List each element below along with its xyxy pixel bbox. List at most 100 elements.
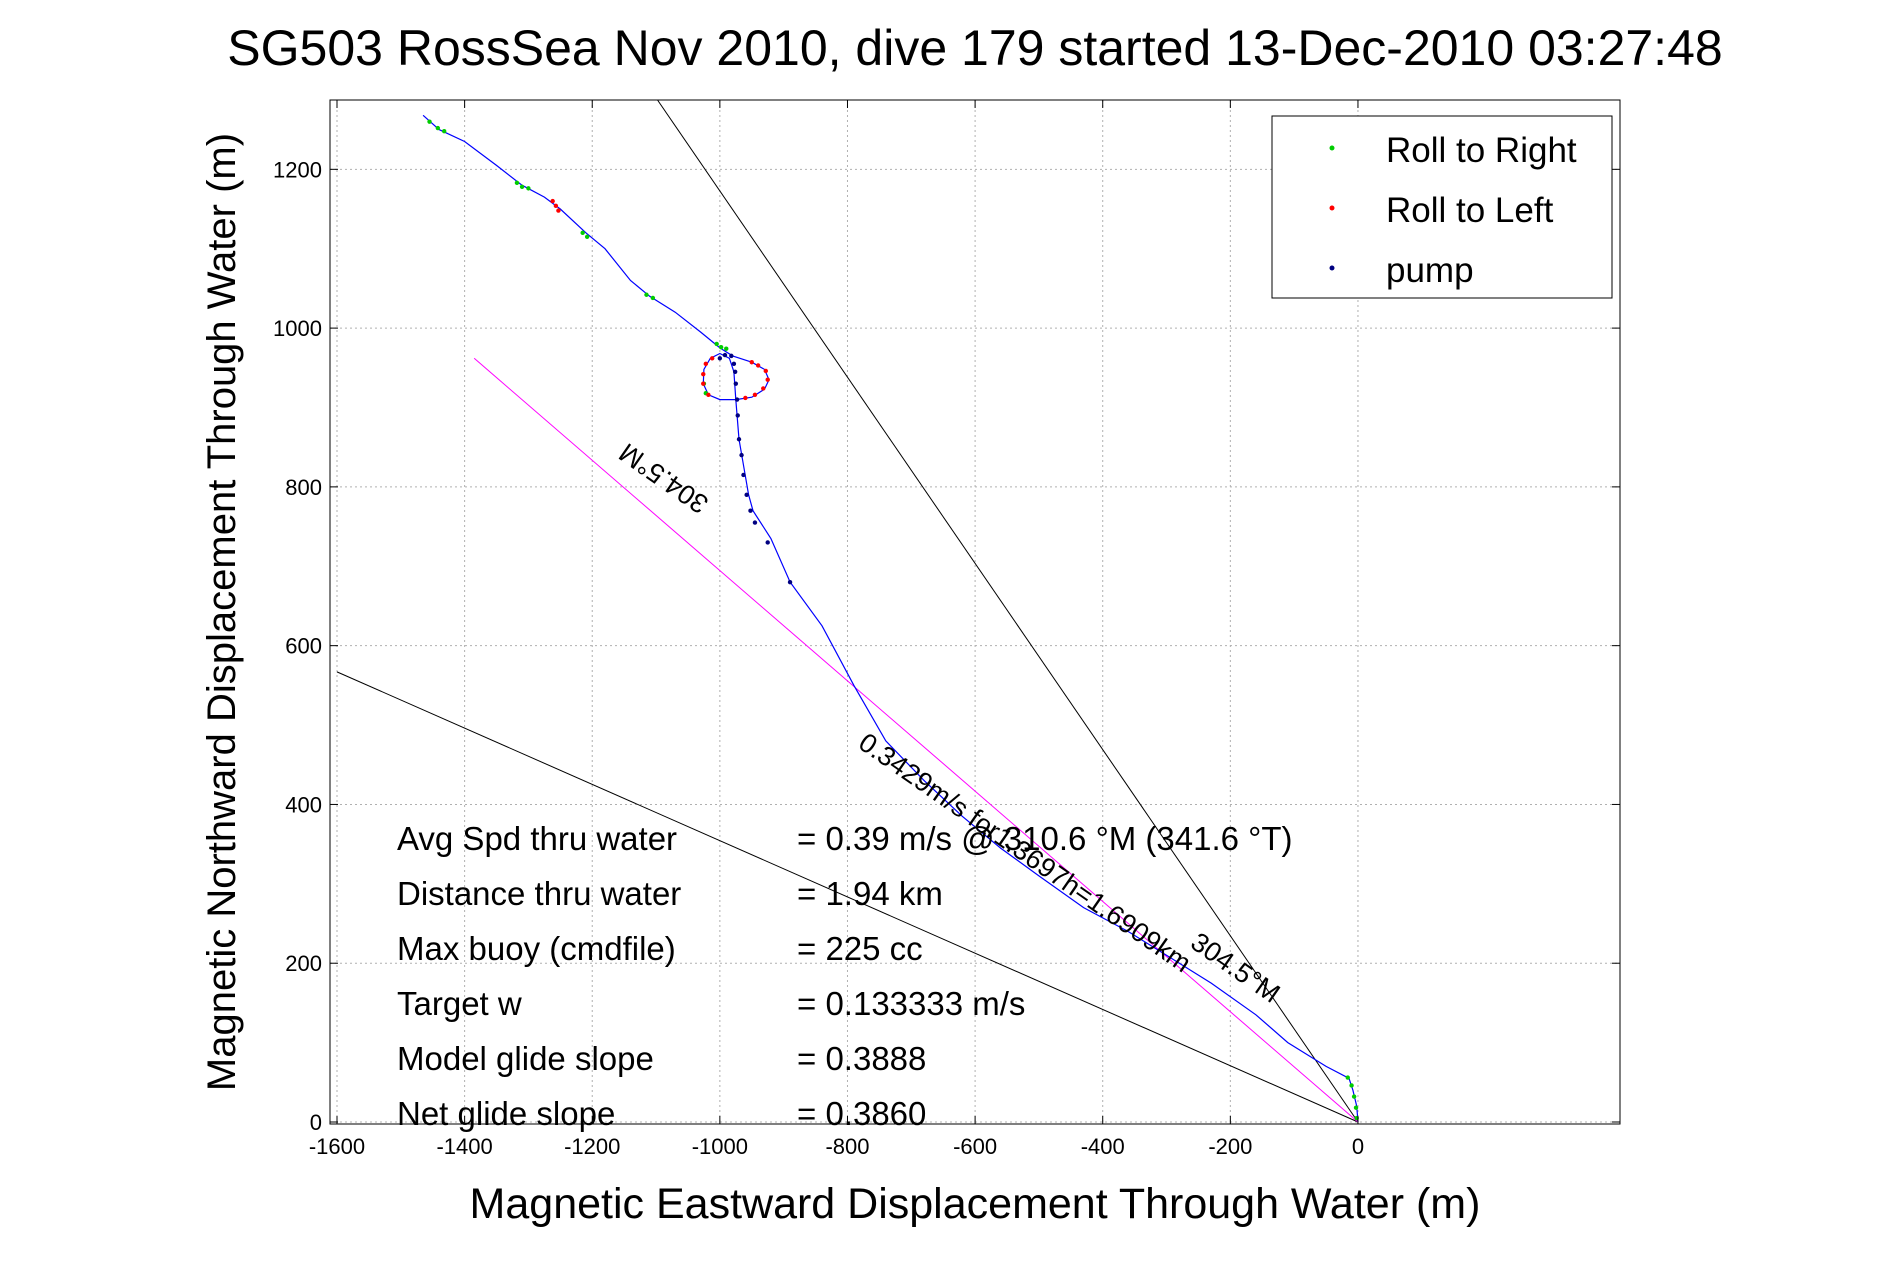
legend-marker: [1329, 205, 1335, 211]
stat-label: Target w: [397, 985, 522, 1022]
reference-lines: [336, 99, 1359, 1123]
y-tick-label: 1200: [273, 157, 322, 182]
x-tick-label: -1400: [436, 1134, 492, 1159]
stat-label: Model glide slope: [397, 1040, 654, 1077]
roll-left-point: [752, 392, 758, 397]
roll-left-point: [553, 203, 559, 209]
roll-right-point: [650, 295, 656, 301]
stat-label: Distance thru water: [397, 875, 681, 912]
heading-annotations: 304.5°M0.3429m/s for1.3697h=1.6909km304.…: [614, 437, 1286, 1009]
pump-point: [736, 437, 742, 442]
roll-right-point: [442, 129, 447, 134]
roll-right-point: [514, 180, 520, 186]
chart-title: SG503 RossSea Nov 2010, dive 179 started…: [227, 20, 1722, 76]
stat-label: Avg Spd thru water: [397, 820, 677, 857]
y-tick-label: 800: [285, 475, 322, 500]
roll-right-point: [519, 184, 525, 189]
legend-entry: pump: [1386, 251, 1474, 290]
pump-point: [729, 353, 734, 359]
roll-right-point: [1353, 1105, 1359, 1110]
pump-point: [734, 397, 740, 402]
roll-left-point: [755, 363, 761, 368]
roll-right-point: [1351, 1094, 1357, 1099]
roll-left-point: [550, 198, 555, 204]
roll-left-point: [556, 208, 561, 213]
x-tick-label: -600: [953, 1134, 997, 1159]
roll-left-point: [701, 371, 706, 377]
x-tick-label: -1600: [309, 1134, 365, 1159]
pump-point: [748, 508, 753, 513]
dive-statistics: Avg Spd thru water = 0.39 m/s @ 310.6 °M …: [397, 820, 1293, 1132]
reference-line: [336, 671, 1359, 1123]
pump-point: [717, 356, 723, 361]
roll-left-point: [763, 368, 769, 374]
roll-right-point: [1345, 1075, 1350, 1080]
roll-right-point: [435, 125, 441, 131]
reference-line: [473, 357, 1359, 1123]
roll-left-point: [761, 386, 766, 391]
pump-point: [744, 492, 749, 498]
y-tick-label: 200: [285, 951, 322, 976]
roll-left-point: [749, 360, 754, 365]
pump-point: [752, 520, 758, 525]
heading-annotation: 304.5°M: [614, 437, 714, 519]
axis-ticks: -1600 -1400 -1200 -1000 -800 -600 -400 -200 0 0 20…: [273, 100, 1620, 1159]
x-tick-label: -400: [1081, 1134, 1125, 1159]
y-tick-label: 400: [285, 792, 322, 817]
stat-value: = 0.133333 m/s: [797, 985, 1025, 1022]
x-tick-label: -1000: [692, 1134, 748, 1159]
stat-label: Net glide slope: [397, 1095, 615, 1132]
pump-point: [731, 361, 737, 367]
pump-point: [787, 579, 793, 585]
roll-right-point: [427, 119, 432, 124]
reference-line: [657, 99, 1359, 1123]
stat-value: = 225 cc: [797, 930, 923, 967]
legend: Roll to Right Roll to Left pump: [1271, 115, 1613, 299]
stat-value: = 0.3860: [797, 1095, 926, 1132]
roll-right-point: [1349, 1083, 1354, 1088]
stat-value: = 1.94 km: [797, 875, 943, 912]
y-tick-label: 1000: [273, 316, 322, 341]
roll-left-point: [743, 395, 748, 401]
roll-right-point: [584, 234, 590, 240]
pump-point: [739, 452, 744, 458]
roll-left-point: [703, 361, 709, 367]
roll-right-point: [644, 292, 649, 297]
y-tick-label: 600: [285, 634, 322, 659]
roll-left-point: [701, 381, 706, 386]
heading-annotation: 304.5°M: [1185, 927, 1285, 1009]
roll-right-point: [580, 230, 585, 236]
roll-right-point: [526, 186, 531, 191]
x-tick-label: -1200: [564, 1134, 620, 1159]
roll-right-point: [718, 344, 724, 350]
track-line: [422, 114, 1359, 1123]
pump-point: [733, 381, 739, 386]
y-axis-label: Magnetic Northward Displacement Through …: [200, 133, 244, 1091]
x-tick-label: 0: [1352, 1134, 1364, 1159]
stat-value: = 0.39 m/s @ 310.6 °M (341.6 °T): [797, 820, 1293, 857]
x-tick-label: -800: [825, 1134, 869, 1159]
pump-point: [741, 472, 746, 478]
roll-left-point: [765, 377, 770, 382]
legend-marker: [1329, 265, 1335, 271]
pump-point: [722, 352, 728, 358]
roll-right-point: [724, 346, 729, 351]
stat-label: Max buoy (cmdfile): [397, 930, 676, 967]
legend-box: [1271, 115, 1613, 299]
roll-right-point: [714, 341, 719, 347]
legend-entry: Roll to Left: [1386, 191, 1554, 230]
x-tick-label: -200: [1208, 1134, 1252, 1159]
legend-marker: [1329, 145, 1335, 151]
pump-point: [732, 369, 738, 374]
track-markers: [427, 119, 1359, 1121]
y-tick-label: 0: [310, 1110, 322, 1135]
pump-point: [735, 413, 740, 418]
roll-left-point: [706, 392, 711, 397]
legend-entry: Roll to Right: [1386, 131, 1577, 170]
pump-point: [765, 540, 770, 545]
dive-track: [422, 114, 1359, 1123]
x-axis-label: Magnetic Eastward Displacement Through W…: [470, 1180, 1481, 1228]
roll-left-point: [710, 356, 715, 361]
stat-value: = 0.3888: [797, 1040, 926, 1077]
